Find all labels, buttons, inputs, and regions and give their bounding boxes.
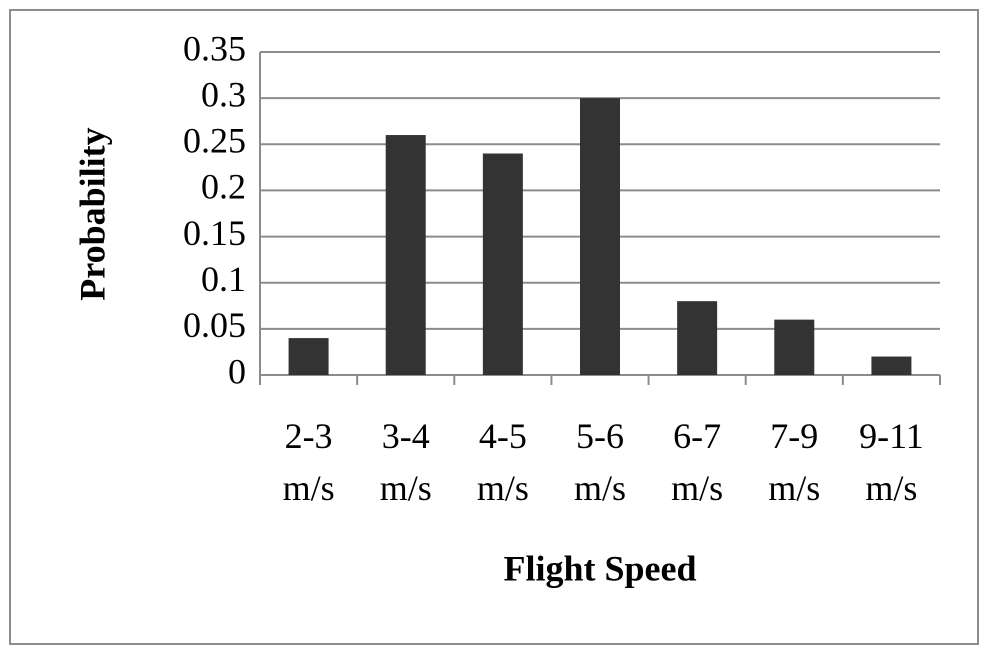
x-tick-label: 4-5 m/s [477,416,529,508]
y-tick-label: 0.05 [183,305,246,345]
y-tick-label: 0.2 [201,167,246,207]
x-tick-label: 7-9 m/s [768,416,820,508]
y-axis-title: Probability [72,127,112,300]
y-tick-label: 0.25 [183,121,246,161]
x-tick-label: 9-11 m/s [859,416,924,508]
x-tick-label: 5-6 m/s [574,416,626,508]
x-axis-title: Flight Speed [503,548,696,588]
y-tick-label: 0.15 [183,213,246,253]
bar [677,301,718,375]
y-tick-label: 0.35 [183,28,246,68]
bar [482,153,523,375]
bar [385,135,426,375]
y-tick-label: 0 [228,351,246,391]
bar [774,319,815,375]
y-tick-label: 0.1 [201,259,246,299]
x-tick-label: 3-4 m/s [380,416,432,508]
y-tick-label: 0.3 [201,74,246,114]
bar [580,98,620,376]
x-tick-label: 6-7 m/s [671,416,723,508]
bar [288,338,329,375]
bar [871,356,912,375]
x-tick-label: 2-3 m/s [283,416,335,508]
